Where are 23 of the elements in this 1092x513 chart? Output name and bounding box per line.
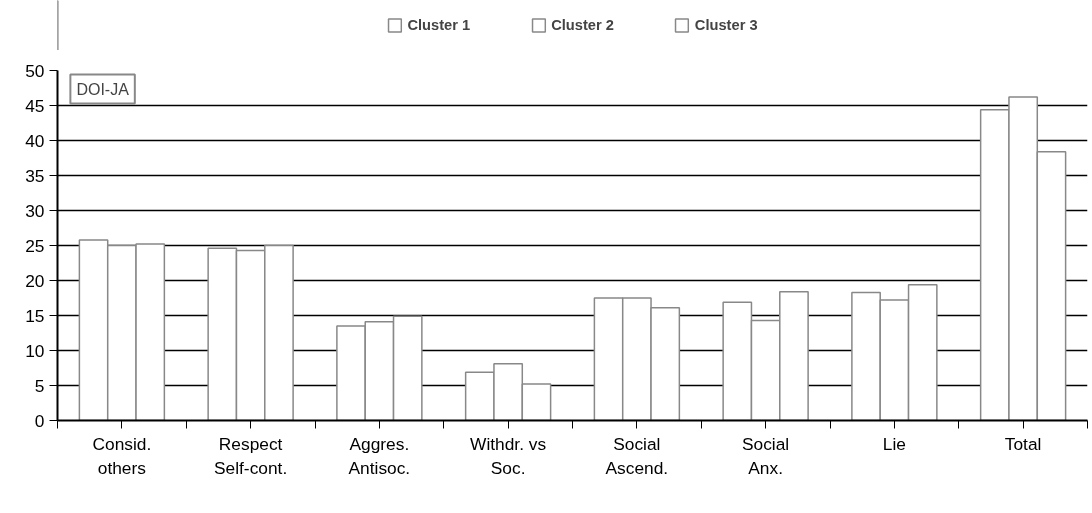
- x-tick-label: Social Anx.: [742, 433, 790, 478]
- y-tick-label: 40: [25, 130, 45, 151]
- y-tick-label: 45: [25, 95, 45, 116]
- x-tick-label: Aggres. Antisoc.: [348, 433, 411, 478]
- y-tick-label: 5: [34, 375, 45, 396]
- x-tick-label: Social Ascend.: [605, 433, 669, 478]
- legend-label: Cluster 1: [407, 17, 471, 33]
- y-tick-label: 20: [25, 270, 45, 291]
- y-tick-label: 10: [25, 340, 45, 361]
- y-tick-label: 0: [34, 410, 45, 431]
- x-tick-label: Total: [1004, 433, 1042, 454]
- legend-label: Cluster 2: [551, 17, 614, 33]
- y-tick-label: 35: [25, 165, 45, 186]
- x-tick-label: Withdr. vs Soc.: [470, 433, 547, 478]
- x-tick-label: Lie: [882, 433, 906, 454]
- annotation: DOI-JA: [76, 80, 130, 98]
- legend-label: Cluster 3: [694, 17, 758, 33]
- x-tick-label: Respect Self-cont.: [214, 433, 288, 478]
- x-tick-label: Consid. others: [92, 433, 152, 478]
- y-tick-label: 50: [25, 60, 45, 81]
- y-tick-label: 30: [25, 200, 45, 221]
- y-tick-label: 15: [25, 305, 45, 326]
- y-tick-label: 25: [25, 235, 45, 256]
